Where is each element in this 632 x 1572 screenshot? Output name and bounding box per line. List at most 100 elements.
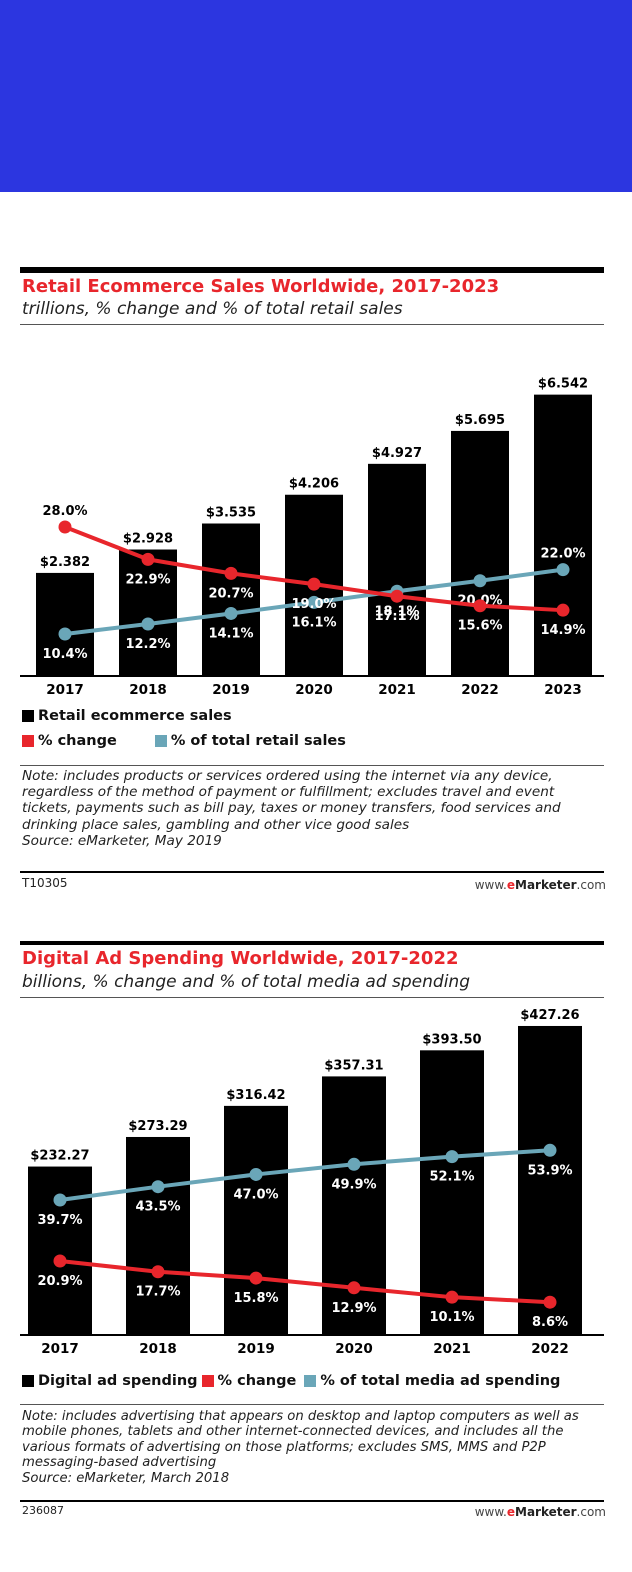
- share-point: [543, 1143, 557, 1157]
- bar-2019: [224, 1105, 288, 1334]
- legend-label-share: % of total retail sales: [170, 733, 346, 749]
- change-data-label: 20.7%: [208, 586, 253, 601]
- retail-ecommerce-chart: Retail Ecommerce Sales Worldwide, 2017-2…: [0, 262, 632, 902]
- share-data-label: 10.4%: [42, 647, 87, 662]
- x-tick-label: 2017: [46, 682, 84, 698]
- chart-code: T10305: [22, 876, 68, 890]
- x-tick-label: 2017: [41, 1341, 79, 1357]
- bar-value-label: $3.535: [206, 506, 256, 521]
- change-point: [249, 1271, 263, 1285]
- chart-plot-area: $232.27 $273.29 $316.42 $357.31 $393.50 $427.…: [20, 1008, 604, 1357]
- change-data-label: 20.9%: [37, 1274, 82, 1289]
- brand-suffix: .com: [576, 1505, 606, 1519]
- share-point: [224, 606, 238, 620]
- legend-label-change: % change: [38, 733, 117, 749]
- note-text: Note: includes products or services orde…: [22, 768, 561, 833]
- share-point: [151, 1180, 165, 1194]
- bar-2017: [36, 572, 94, 675]
- source-text: Source: eMarketer, May 2019: [22, 832, 222, 849]
- bar-value-label: $5.695: [455, 413, 505, 428]
- share-point: [347, 1157, 361, 1171]
- legend-divider: [20, 765, 604, 766]
- bar-value-label: $2.382: [40, 555, 90, 570]
- bar-2018: [119, 549, 177, 675]
- x-tick-label: 2018: [139, 1341, 177, 1357]
- share-point: [473, 574, 487, 588]
- bar-2023: [534, 394, 592, 675]
- brand-prefix: www.: [474, 1505, 507, 1519]
- share-data-label: 49.9%: [331, 1177, 376, 1192]
- change-data-label: 15.6%: [457, 619, 502, 634]
- chart-subtitle: billions, % change and % of total media …: [22, 972, 470, 992]
- x-tick-label: 2023: [544, 682, 582, 698]
- x-tick-label: 2022: [531, 1341, 569, 1357]
- legend-swatch-share: [304, 1375, 317, 1387]
- change-point: [307, 577, 321, 591]
- chart-note: Note: includes products or services orde…: [22, 768, 602, 849]
- x-tick-label: 2020: [335, 1341, 373, 1357]
- chart-top-bar: [20, 941, 604, 945]
- change-data-label: 8.6%: [532, 1315, 568, 1330]
- x-tick-label: 2019: [237, 1341, 275, 1357]
- note-text: Note: includes advertising that appears …: [22, 1409, 579, 1471]
- bar-2020: [322, 1076, 386, 1334]
- bar-2021: [420, 1050, 484, 1334]
- change-point: [151, 1265, 165, 1279]
- legend-row: Digital ad spending % change % of total …: [22, 1373, 560, 1389]
- share-data-label: 14.1%: [208, 626, 253, 641]
- share-point: [556, 563, 570, 577]
- legend-label-bar: Retail ecommerce sales: [38, 708, 232, 724]
- bar-value-label: $357.31: [324, 1058, 383, 1073]
- change-point: [141, 552, 155, 566]
- bar-value-label: $232.27: [30, 1149, 89, 1164]
- change-data-label: 17.7%: [135, 1285, 180, 1300]
- brand-e: e: [506, 1505, 515, 1519]
- chart-title: Digital Ad Spending Worldwide, 2017-2022: [22, 948, 459, 969]
- change-data-label: 10.1%: [429, 1310, 474, 1325]
- change-data-label: 19.0%: [291, 597, 336, 612]
- bar-2019: [202, 523, 260, 675]
- legend-swatch-bar: [22, 710, 34, 722]
- footer-divider: [20, 1500, 604, 1502]
- change-point: [556, 603, 570, 617]
- brand-prefix: www.: [474, 878, 507, 892]
- bar-value-label: $4.927: [372, 446, 422, 461]
- source-text: Source: eMarketer, March 2018: [22, 1470, 230, 1486]
- subtitle-divider: [20, 324, 604, 325]
- share-data-label: 16.1%: [291, 615, 336, 630]
- bar-2021: [368, 463, 426, 675]
- bar-value-label: $273.29: [128, 1119, 187, 1134]
- legend-label-bar: Digital ad spending: [38, 1373, 198, 1389]
- chart-plot-area: $2.382 $2.928 $3.535 $4.206 $4.927 $5.695 $6.5…: [20, 377, 604, 698]
- bar-2022: [518, 1025, 582, 1334]
- legend-swatch-change: [22, 735, 34, 747]
- brand-suffix: .com: [576, 878, 606, 892]
- x-tick-label: 2022: [461, 682, 499, 698]
- change-data-label: 12.9%: [331, 1301, 376, 1316]
- brand-e: e: [506, 878, 515, 892]
- legend-swatch-bar: [22, 1375, 34, 1387]
- legend-divider: [20, 1404, 604, 1405]
- share-data-label: 12.2%: [125, 637, 170, 652]
- bar-value-label: $4.206: [289, 477, 339, 492]
- share-data-label: 53.9%: [527, 1163, 572, 1178]
- change-data-label: 17.1%: [374, 609, 419, 624]
- top-banner: [0, 0, 632, 192]
- bar-value-label: $393.50: [422, 1032, 481, 1047]
- brand-mark: www.eMarketer.com: [475, 1505, 606, 1519]
- share-series-line: [58, 1148, 552, 1202]
- share-data-label: 18.1%: [374, 604, 419, 619]
- x-tick-label: 2019: [212, 682, 250, 698]
- bar-value-label: $2.928: [123, 532, 173, 547]
- share-point: [249, 1167, 263, 1181]
- change-data-label: 28.0%: [42, 504, 87, 519]
- share-data-label: 52.1%: [429, 1170, 474, 1185]
- chart-title: Retail Ecommerce Sales Worldwide, 2017-2…: [22, 276, 500, 297]
- bar-2018: [126, 1136, 190, 1334]
- footer-divider: [20, 871, 604, 873]
- chart-subtitle: trillions, % change and % of total retai…: [22, 299, 403, 319]
- digital-ad-spending-chart: Digital Ad Spending Worldwide, 2017-2022…: [0, 938, 632, 1572]
- legend-swatch-share: [154, 735, 167, 747]
- change-point: [58, 520, 72, 534]
- legend-row: % change % of total retail sales: [22, 733, 346, 749]
